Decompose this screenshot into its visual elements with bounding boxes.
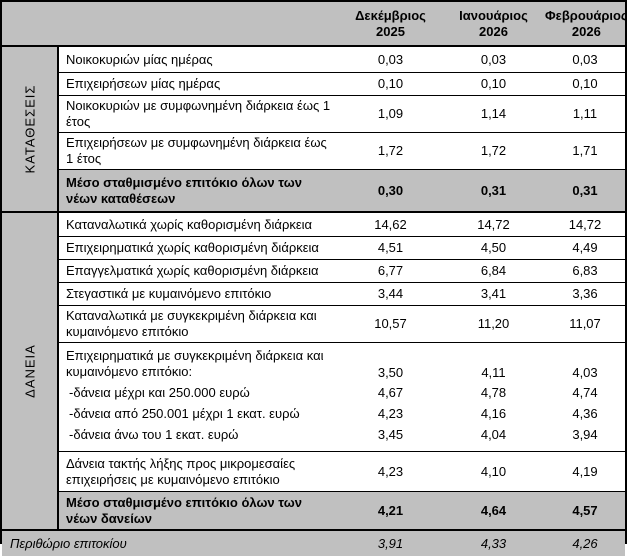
rate-value: 4,64 [480,502,507,518]
table-header-row: Δεκέμβριος 2025 Ιανουάριος 2026 Φεβρουάρ… [2,2,627,47]
rate-value: 4,10 [480,463,507,479]
rate-value: 4,03 [572,365,598,380]
rate-value: 1,09 [377,106,404,121]
breakdown-header-subrow: Επιχειρηματικά με συγκεκριμένη διάρκεια … [59,346,625,382]
deposits-rows: Νοικοκυριών μίας ημέρας 0,03 0,03 0,03 Ε… [59,47,625,211]
column-header-january-2026: Ιανουάριος 2026 [459,7,528,39]
breakdown-subrow: -δάνεια μέχρι και 250.000 ευρώ 4,67 4,78… [59,382,625,403]
table-row: Νοικοκυριών με συμφωνημένη διάρκεια έως … [59,95,625,132]
rate-value: 4,04 [480,426,507,442]
rate-value: 0,10 [377,76,404,91]
row-label: Επιχειρηματικά χωρίς καθορισμένη διάρκει… [66,240,319,255]
rate-value: 6,77 [377,263,404,278]
rate-value: 3,50 [377,365,404,380]
row-label: Καταναλωτικά με συγκεκριμένη διάρκεια κα… [66,308,317,339]
rate-value: 10,57 [374,316,407,331]
rate-value: 3,41 [480,286,507,301]
rate-value: 1,11 [572,106,598,121]
row-label: Επιχειρήσεων μίας ημέρας [66,76,221,91]
interest-margin-row: Περιθώριο επιτοκίου 3,91 4,33 4,26 [2,529,625,556]
rate-value: 4,23 [377,405,404,421]
rate-value: 3,36 [572,286,598,301]
row-label: Νοικοκυριών με συμφωνημένη διάρκεια έως … [66,98,331,129]
rate-value: 11,07 [569,316,601,331]
rate-value: 4,57 [572,502,598,518]
rate-value: 11,20 [477,316,510,331]
rate-value: 3,44 [377,286,404,301]
business-loans-breakdown-row: Επιχειρηματικά με συγκεκριμένη διάρκεια … [59,342,625,451]
loans-vertical-label: ΔΑΝΕΙΑ [22,344,37,398]
deposits-vertical-label: ΚΑΤΑΘΕΣΕΙΣ [22,84,37,174]
row-label: Μέσο σταθμισμένο επιτόκιο όλων των νέων … [66,174,302,206]
row-label: -δάνεια μέχρι και 250.000 ευρώ [69,384,250,400]
loans-side-label-cell: ΔΑΝΕΙΑ [2,213,59,529]
rate-value: 4,19 [572,463,598,479]
rate-value: 0,03 [572,51,598,67]
rate-value: 3,45 [377,426,404,442]
row-label: Στεγαστικά με κυμαινόμενο επιτόκιο [66,286,272,301]
column-header-december-2025: Δεκέμβριος 2025 [355,7,426,39]
table-row: Επιχειρήσεων με συμφωνημένη διάρκεια έως… [59,132,625,169]
loans-weighted-average-row: Μέσο σταθμισμένο επιτόκιο όλων των νέων … [59,491,625,529]
rate-value: 4,74 [572,384,598,400]
row-label: Επιχειρήσεων με συμφωνημένη διάρκεια έως… [66,135,327,166]
rate-value: 1,72 [377,143,404,158]
rate-value: 0,03 [377,51,404,67]
rate-value: 1,14 [480,106,507,121]
rate-value: 4,11 [481,365,506,380]
rate-value: 0,10 [480,76,507,91]
table-row: Καταναλωτικά χωρίς καθορισμένη διάρκεια … [59,213,625,236]
rate-value: 6,84 [480,263,507,278]
rate-value: 1,72 [480,143,507,158]
deposits-weighted-average-row: Μέσο σταθμισμένο επιτόκιο όλων των νέων … [59,169,625,211]
column-header-february-2026: Φεβρουάριος 2026 [545,7,627,39]
breakdown-subrow: -δάνεια από 250.001 μέχρι 1 εκατ. ευρώ 4… [59,403,625,424]
rate-value: 0,31 [480,182,507,198]
table-row: Επιχειρηματικά χωρίς καθορισμένη διάρκει… [59,236,625,259]
row-label: Επαγγελματικά χωρίς καθορισμένη διάρκεια [66,263,319,278]
rate-value: 0,03 [480,51,507,67]
rate-value: 4,50 [480,240,507,255]
rate-value: 14,62 [374,216,407,232]
deposits-side-label-cell: ΚΑΤΑΘΕΣΕΙΣ [2,47,59,211]
loans-rows: Καταναλωτικά χωρίς καθορισμένη διάρκεια … [59,213,625,529]
table-row: Καταναλωτικά με συγκεκριμένη διάρκεια κα… [59,305,625,342]
rate-value: 0,30 [377,182,404,198]
rate-value: 4,16 [480,405,507,421]
row-label: -δάνεια άνω του 1 εκατ. ευρώ [69,426,239,442]
table-row: Νοικοκυριών μίας ημέρας 0,03 0,03 0,03 [59,47,625,72]
breakdown-subrow: -δάνεια άνω του 1 εκατ. ευρώ 3,45 4,04 3… [59,424,625,445]
row-label: Δάνεια τακτής λήξης προς μικρομεσαίες επ… [66,455,296,487]
rate-value: 4,36 [572,405,598,421]
table-row: Επιχειρήσεων μίας ημέρας 0,10 0,10 0,10 [59,72,625,95]
table-row: Επαγγελματικά χωρίς καθορισμένη διάρκεια… [59,259,625,282]
row-label: Νοικοκυριών μίας ημέρας [66,51,213,67]
rate-value: 14,72 [568,216,602,232]
rate-value: 0,31 [572,182,598,198]
rate-value: 4,78 [480,384,507,400]
rate-value: 4,51 [377,240,404,255]
rate-value: 3,94 [572,426,598,442]
rate-value: 4,23 [377,463,404,479]
section-deposits: ΚΑΤΑΘΕΣΕΙΣ Νοικοκυριών μίας ημέρας 0,03 … [2,47,625,211]
rate-value: 1,71 [572,143,598,158]
rate-value: 4,21 [377,502,404,518]
corner-cell [2,2,339,45]
table-row: Στεγαστικά με κυμαινόμενο επιτόκιο 3,44 … [59,282,625,305]
row-label: Επιχειρηματικά με συγκεκριμένη διάρκεια … [66,348,324,379]
section-loans: ΔΑΝΕΙΑ Καταναλωτικά χωρίς καθορισμένη δι… [2,211,625,529]
row-label: Καταναλωτικά χωρίς καθορισμένη διάρκεια [66,216,313,232]
rate-value: 4,49 [572,240,598,255]
rate-value: 6,83 [572,263,598,278]
rate-value: 14,72 [477,216,510,232]
row-label: Μέσο σταθμισμένο επιτόκιο όλων των νέων … [66,494,302,526]
rate-value: 0,10 [572,76,598,91]
table-row: Δάνεια τακτής λήξης προς μικρομεσαίες επ… [59,451,625,491]
rate-value: 4,67 [377,384,404,400]
row-label: -δάνεια από 250.001 μέχρι 1 εκατ. ευρώ [69,405,300,421]
